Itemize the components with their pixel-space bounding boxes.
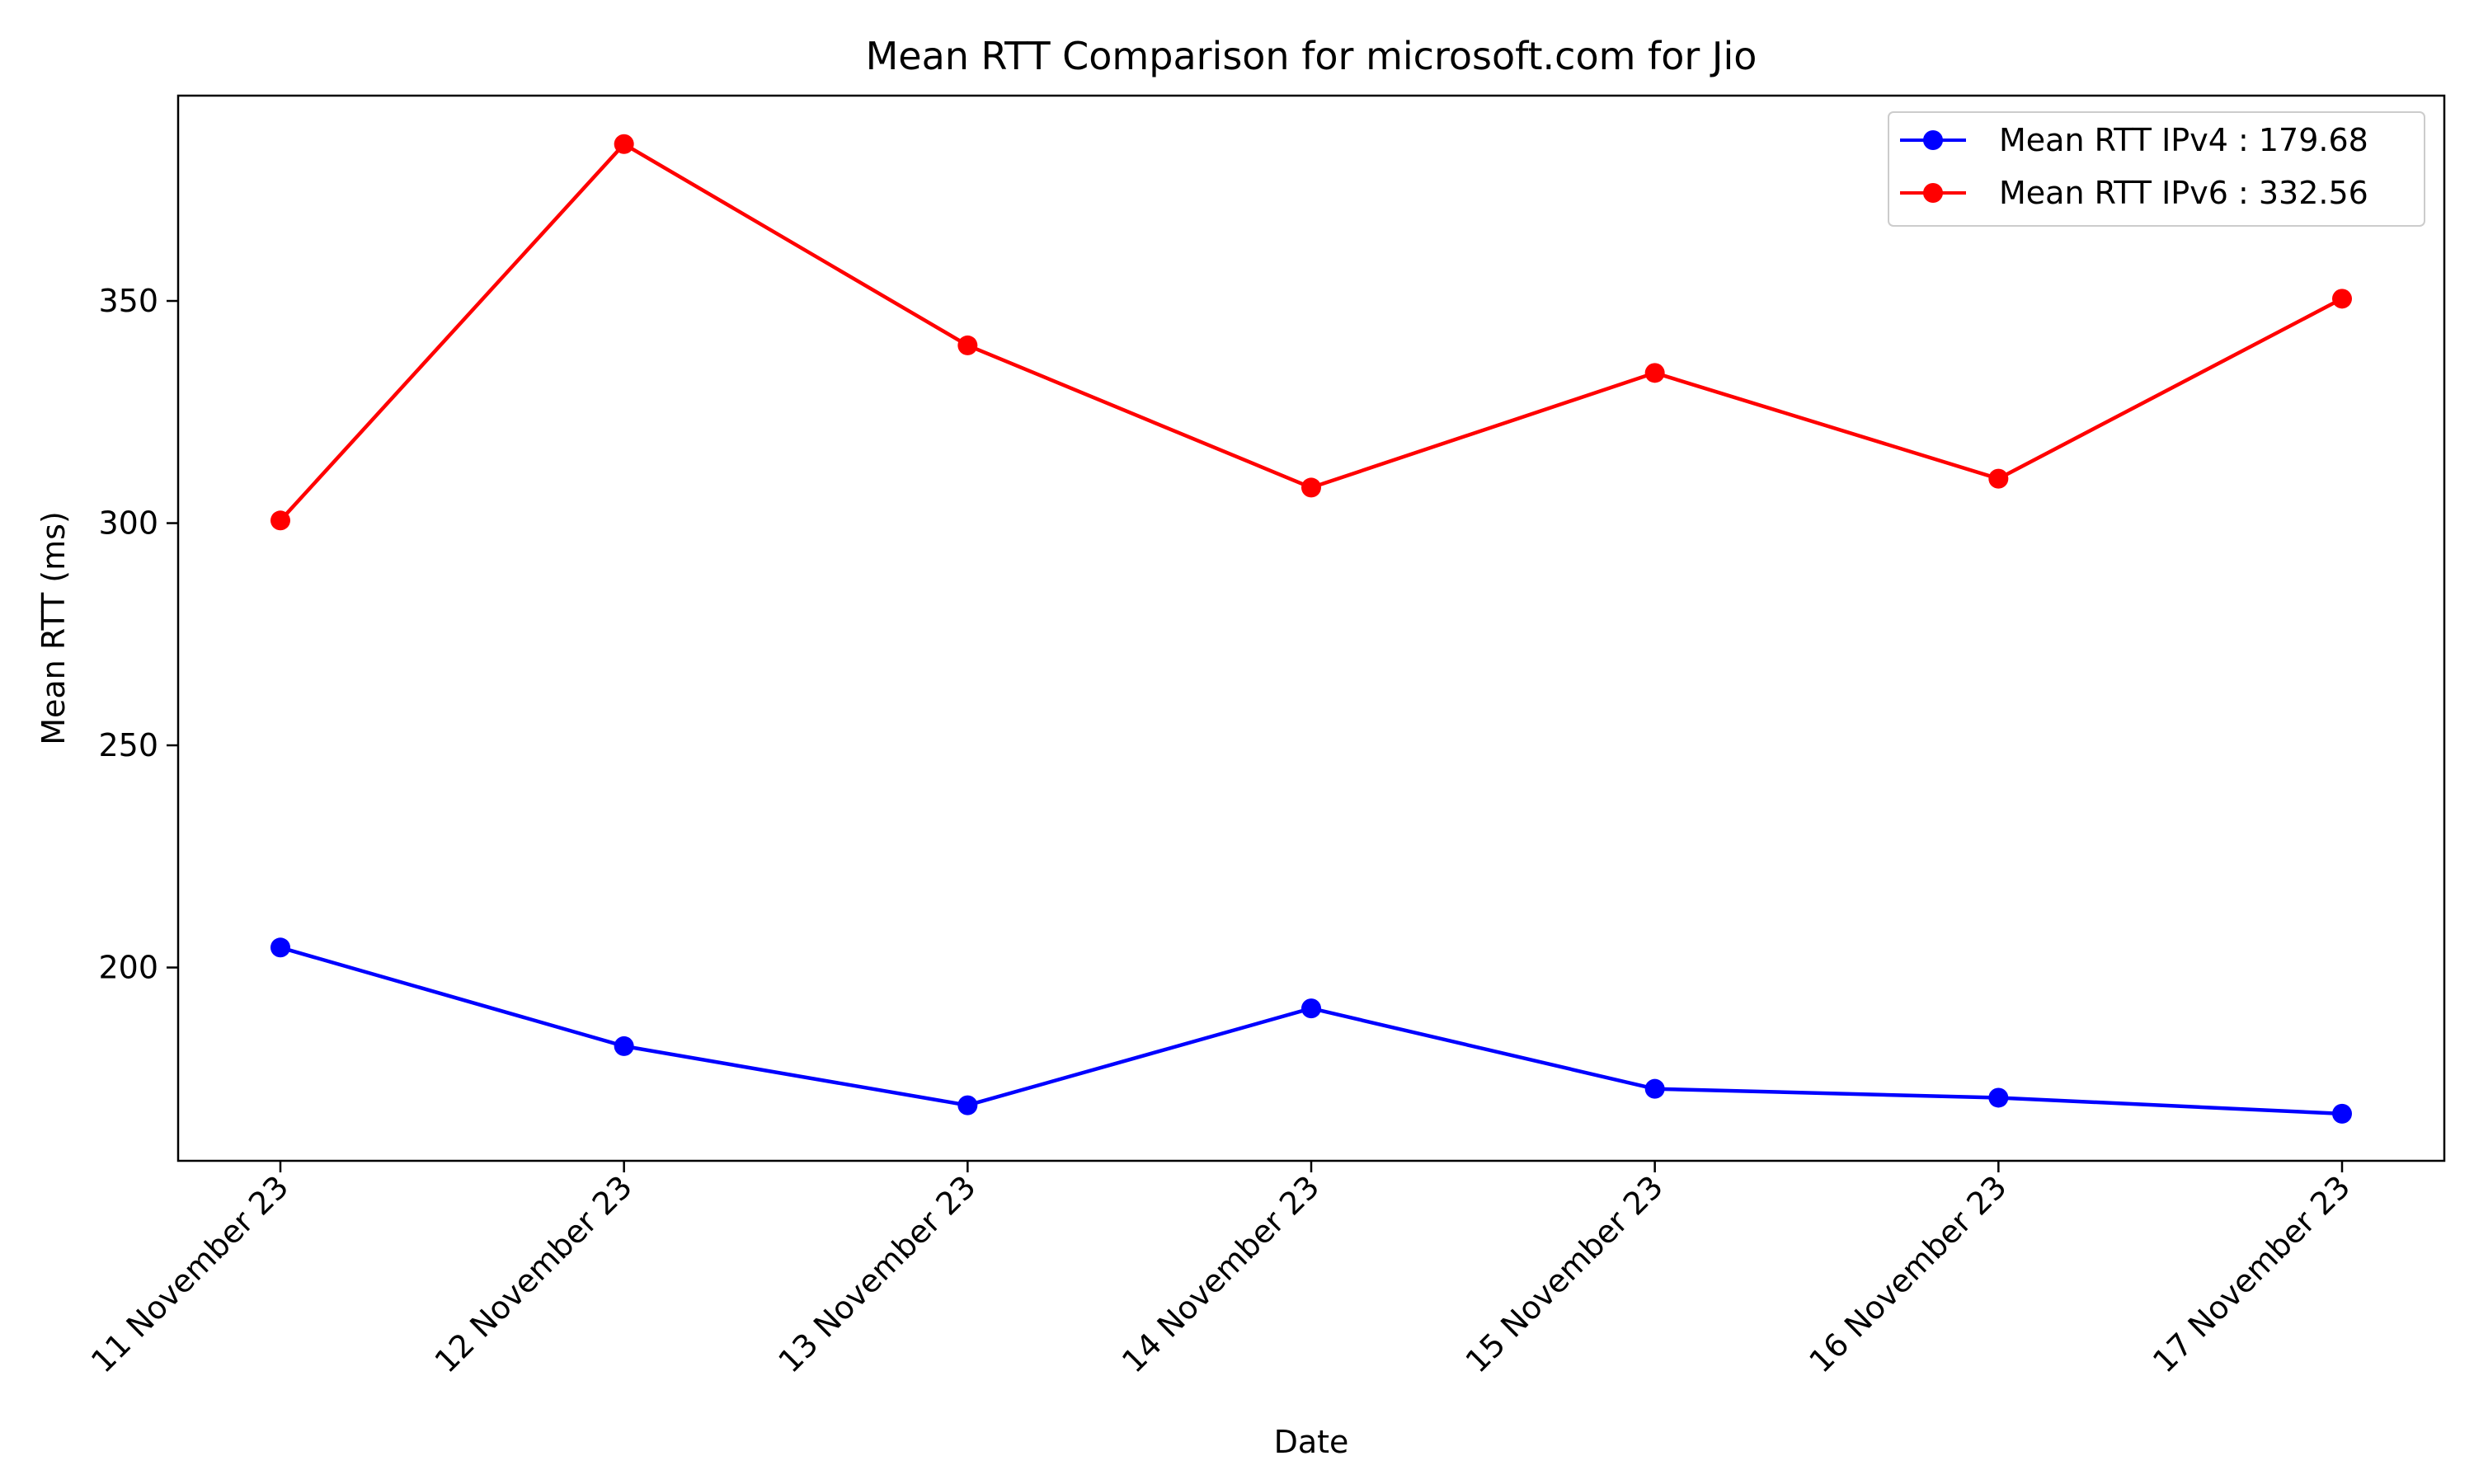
- data-point-0-0: [270, 937, 290, 958]
- y-axis-label: Mean RTT (ms): [35, 511, 72, 745]
- data-point-1-0: [270, 510, 290, 531]
- data-point-1-1: [614, 134, 634, 154]
- data-point-0-4: [1644, 1078, 1665, 1099]
- y-tick-label: 250: [98, 727, 158, 763]
- data-point-1-4: [1644, 363, 1665, 383]
- y-axis: 200 250 300 350: [98, 283, 178, 986]
- legend-marker-ipv6: [1923, 183, 1943, 203]
- y-tick-label: 200: [98, 950, 158, 986]
- data-point-0-2: [957, 1095, 978, 1115]
- legend: Mean RTT IPv4 : 179.68 Mean RTT IPv6 : 3…: [1888, 111, 2425, 227]
- data-point-1-5: [1988, 468, 2009, 489]
- data-point-0-1: [614, 1036, 634, 1056]
- series-layer: [270, 134, 2352, 1124]
- legend-label-ipv4: Mean RTT IPv4 : 179.68: [1999, 122, 2368, 158]
- data-point-0-6: [2332, 1103, 2352, 1124]
- legend-label-ipv6: Mean RTT IPv6 : 332.56: [1999, 175, 2368, 211]
- data-point-1-2: [957, 335, 978, 355]
- legend-box: [1888, 111, 2425, 227]
- data-point-0-5: [1988, 1087, 2009, 1108]
- x-axis-label: Date: [1274, 1424, 1349, 1460]
- legend-marker-ipv4: [1923, 130, 1943, 150]
- data-point-0-3: [1301, 998, 1321, 1019]
- data-point-1-6: [2332, 289, 2352, 309]
- y-tick-label: 300: [98, 505, 158, 542]
- chart-title: Mean RTT Comparison for microsoft.com fo…: [866, 34, 1757, 78]
- data-point-1-3: [1301, 477, 1321, 498]
- y-tick-label: 350: [98, 283, 158, 319]
